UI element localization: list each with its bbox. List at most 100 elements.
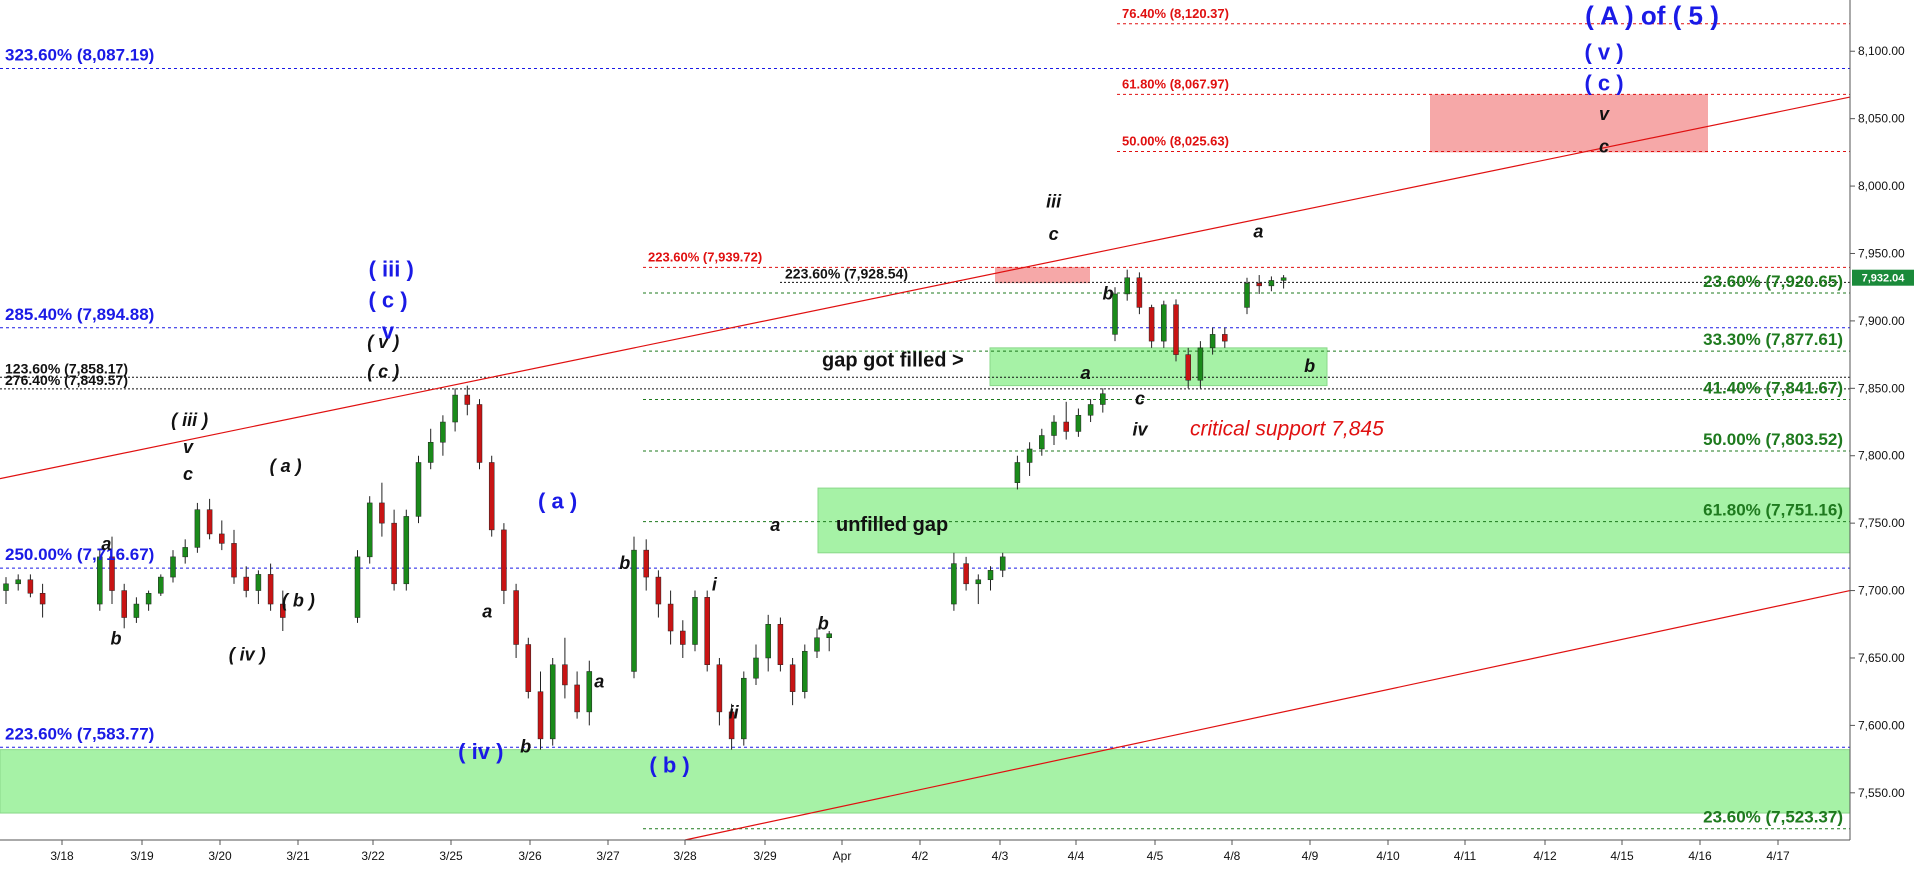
wave-label-blue: ( c ) bbox=[368, 287, 407, 312]
candle-body bbox=[280, 603, 286, 618]
candle-body bbox=[814, 637, 820, 652]
candle-body bbox=[231, 543, 237, 578]
fib-green-label: 61.80% (7,751.16) bbox=[1703, 501, 1843, 520]
y-axis: 8,100.00 8,050.00 8,000.00 7,950.00 7,900.00… bbox=[1849, 0, 1914, 840]
wave-label: a bbox=[1253, 221, 1263, 241]
candle-body bbox=[182, 547, 188, 558]
x-tick-label: Apr bbox=[833, 849, 852, 863]
wave-label: ( b ) bbox=[282, 591, 315, 611]
last-price-badge bbox=[1852, 269, 1914, 286]
candle-body bbox=[403, 516, 410, 585]
unfilled-gap-zone bbox=[817, 487, 1851, 554]
candle-body bbox=[680, 630, 686, 645]
candle-body bbox=[1075, 415, 1082, 432]
wave-label: c bbox=[183, 464, 193, 484]
fib-black-label: 276.40% (7,849.57) bbox=[5, 372, 128, 388]
candle-body bbox=[1051, 421, 1057, 436]
x-tick-label: 3/29 bbox=[753, 849, 777, 863]
candle-body bbox=[121, 590, 127, 618]
candle-body bbox=[704, 597, 710, 665]
wave-label-blue: ( a ) bbox=[538, 488, 577, 513]
candle-body bbox=[145, 593, 152, 605]
wave-label: b bbox=[1103, 283, 1114, 303]
candle-body bbox=[562, 664, 568, 686]
wave-label: iv bbox=[1132, 420, 1148, 440]
gap-filled-note: gap got filled > bbox=[822, 350, 964, 372]
wave-label: a bbox=[594, 672, 604, 692]
candle-body bbox=[1014, 462, 1021, 483]
candle-body bbox=[789, 664, 796, 692]
candle-body bbox=[586, 671, 593, 713]
wave-label: a bbox=[482, 602, 492, 622]
candle-body bbox=[741, 677, 747, 740]
filled-gap-zone bbox=[989, 347, 1328, 387]
fib-blue-label: 223.60% (7,583.77) bbox=[5, 724, 154, 743]
candle-body bbox=[243, 576, 249, 591]
candle-body bbox=[366, 502, 373, 558]
candle-body bbox=[452, 394, 458, 423]
candle-body bbox=[1185, 354, 1191, 381]
wave-label: c bbox=[1135, 388, 1145, 408]
fib-red-label: 76.40% (8,120.37) bbox=[1122, 6, 1229, 21]
y-tick-label: 7,800.00 bbox=[1858, 449, 1905, 463]
target-zone bbox=[1430, 94, 1708, 153]
upper-trendline bbox=[0, 96, 1851, 480]
wave-label-blue: v bbox=[382, 318, 395, 343]
x-tick-label: 3/22 bbox=[361, 849, 385, 863]
wave-label: b bbox=[111, 628, 122, 648]
x-tick-label: 4/16 bbox=[1688, 849, 1712, 863]
wave-label: i bbox=[712, 575, 718, 595]
wave-label: v bbox=[183, 437, 194, 457]
candle-body bbox=[379, 502, 385, 524]
candle-body bbox=[39, 593, 46, 605]
candle-body bbox=[415, 462, 422, 517]
wave-label: b bbox=[1304, 356, 1315, 376]
labels: 323.60% (8,087.19) 285.40% (7,894.88) 250.… bbox=[5, 0, 1843, 826]
candle-body bbox=[109, 556, 115, 591]
candle-body bbox=[1173, 304, 1179, 355]
y-tick-label: 7,950.00 bbox=[1858, 246, 1905, 260]
candle-body bbox=[549, 664, 556, 740]
resistance-zone bbox=[995, 266, 1090, 284]
y-tick-label: 7,650.00 bbox=[1858, 651, 1905, 665]
candle-body bbox=[219, 533, 225, 544]
candle-body bbox=[513, 590, 519, 645]
candle-body bbox=[1124, 277, 1130, 295]
candle-body bbox=[975, 579, 982, 585]
candle-body bbox=[1244, 282, 1250, 308]
wave-label: ( iv ) bbox=[229, 645, 266, 665]
candles bbox=[3, 269, 1287, 750]
fib-black-label: 123.60% (7,858.17) bbox=[5, 360, 128, 376]
wave-label: c bbox=[1049, 224, 1059, 244]
unfilled-gap-note: unfilled gap bbox=[836, 514, 948, 536]
wave-label: a bbox=[1081, 363, 1091, 383]
support-zone bbox=[0, 749, 1851, 814]
candle-body bbox=[1063, 421, 1069, 432]
candle-body bbox=[1256, 282, 1262, 287]
candle-body bbox=[826, 633, 832, 639]
lower-trendline bbox=[684, 589, 1851, 841]
wave-label: v bbox=[1599, 104, 1610, 124]
wave-label: ( a ) bbox=[270, 456, 302, 476]
x-tick-label: 4/9 bbox=[1302, 849, 1319, 863]
candle-body bbox=[15, 579, 21, 585]
wave-label-blue: ( v ) bbox=[1584, 39, 1623, 64]
y-tick-label: 7,750.00 bbox=[1858, 516, 1905, 530]
candle-body bbox=[728, 711, 735, 740]
x-tick-label: 4/10 bbox=[1376, 849, 1400, 863]
y-tick-label: 7,600.00 bbox=[1858, 718, 1905, 732]
fib-green-label: 33.30% (7,877.61) bbox=[1703, 330, 1843, 349]
candle-body bbox=[354, 556, 361, 618]
candle-body bbox=[667, 603, 674, 632]
y-tick-label: 8,050.00 bbox=[1858, 112, 1905, 126]
candle-body bbox=[3, 583, 9, 591]
fib-red-label: 61.80% (8,067.97) bbox=[1122, 76, 1229, 91]
fib-green-label: 23.60% (7,920.65) bbox=[1703, 272, 1843, 291]
wave-label: a bbox=[101, 534, 111, 554]
candle-body bbox=[476, 404, 483, 463]
candle-body bbox=[1026, 448, 1033, 463]
candle-body bbox=[802, 650, 808, 692]
wave-label-blue: ( b ) bbox=[649, 753, 689, 778]
candle-body bbox=[1209, 334, 1216, 349]
candle-body bbox=[631, 549, 637, 672]
